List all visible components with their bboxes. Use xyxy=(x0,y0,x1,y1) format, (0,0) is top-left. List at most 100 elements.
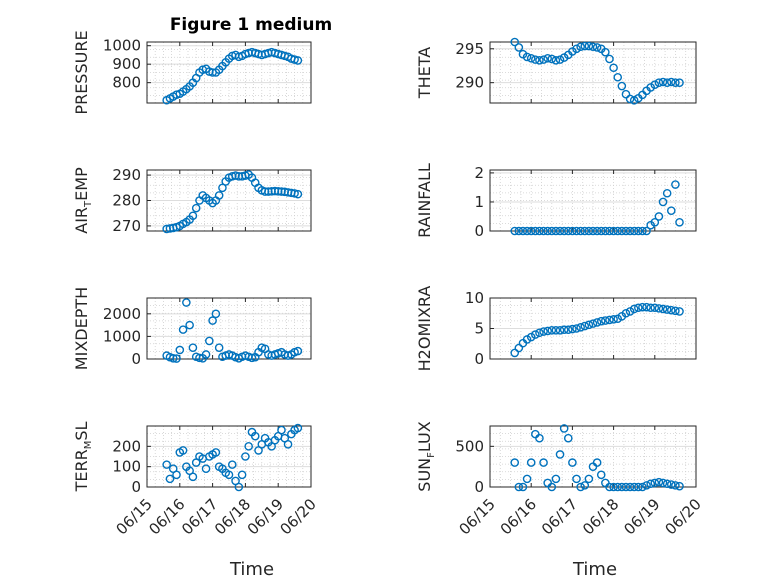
data-point xyxy=(172,354,181,363)
y-axis-label: H2OMIXRA xyxy=(415,286,434,372)
x-tick-label: 06/15 xyxy=(113,495,156,538)
data-point xyxy=(642,481,651,490)
data-point xyxy=(601,316,610,325)
data-point xyxy=(195,353,204,363)
subplot-theta: 290 295 THETA xyxy=(415,37,697,105)
axes-box xyxy=(489,41,697,104)
data-point xyxy=(510,37,520,47)
data-point xyxy=(555,326,565,335)
data-point xyxy=(168,354,178,363)
data-point xyxy=(547,326,557,335)
data-point xyxy=(178,325,188,334)
data-point xyxy=(605,54,614,64)
data-point xyxy=(526,53,536,63)
data-point xyxy=(531,330,540,339)
x-tick-label: 06/16 xyxy=(497,495,540,538)
data-point xyxy=(596,226,606,236)
data-point xyxy=(609,63,618,73)
data-point xyxy=(555,55,565,64)
y-axis-label: THETA xyxy=(415,47,434,99)
data-point xyxy=(584,474,594,484)
data-point xyxy=(185,320,194,330)
data-point xyxy=(675,217,684,227)
data-point xyxy=(671,306,680,316)
axes-box xyxy=(489,425,697,488)
data-point xyxy=(539,55,548,64)
y-tick-label: 5 xyxy=(474,320,484,338)
data-point xyxy=(539,226,548,236)
data-point xyxy=(568,324,577,334)
subplot-h2omixra: 0 5 10 H2OMIXRA xyxy=(415,286,697,372)
x-axis-label-left: Time xyxy=(229,559,274,580)
data-point xyxy=(237,470,247,480)
data-point xyxy=(629,226,639,236)
y-axis-label: AIRTEMP xyxy=(72,167,94,234)
data-point xyxy=(588,319,598,328)
data-point xyxy=(551,56,561,65)
data-point xyxy=(277,425,286,435)
y-axis-label: RAINFALL xyxy=(415,163,434,238)
axes-box xyxy=(146,41,312,104)
data-point xyxy=(617,482,627,492)
data-point xyxy=(551,226,561,236)
data-point xyxy=(563,433,573,443)
data-point xyxy=(293,423,303,433)
data-point xyxy=(522,226,532,236)
y-tick-label: 500 xyxy=(455,437,484,455)
y-tick-label: 2000 xyxy=(103,305,141,323)
data-point xyxy=(234,482,244,492)
data-point xyxy=(543,326,552,336)
data-point xyxy=(596,470,606,480)
data-point xyxy=(629,482,639,492)
data-point xyxy=(580,321,590,331)
y-tick-label: 800 xyxy=(112,74,141,92)
data-point xyxy=(588,226,598,236)
data-point xyxy=(547,482,557,492)
y-axis-label: TERRMSL xyxy=(72,422,94,493)
data-point xyxy=(646,479,655,489)
data-point xyxy=(162,460,171,469)
data-point xyxy=(182,298,191,307)
data-point xyxy=(572,44,581,54)
data-point xyxy=(188,472,198,482)
data-point xyxy=(646,303,655,313)
data-point xyxy=(650,478,660,488)
data-point xyxy=(526,226,536,236)
data-point xyxy=(211,309,221,319)
data-point xyxy=(572,226,581,236)
data-point xyxy=(675,307,684,316)
data-point xyxy=(201,464,211,474)
data-point xyxy=(675,481,684,491)
data-point xyxy=(555,450,565,459)
data-point xyxy=(605,315,614,325)
data-point xyxy=(539,458,548,467)
data-point xyxy=(642,302,651,312)
data-point xyxy=(214,343,224,353)
data-point xyxy=(510,226,520,236)
x-tick-label: 06/17 xyxy=(178,495,221,538)
y-tick-label: 900 xyxy=(112,55,141,73)
data-point xyxy=(592,458,602,467)
data-point xyxy=(539,327,548,336)
data-point xyxy=(559,325,569,335)
data-point xyxy=(642,226,651,236)
subplot-air-temp: 270 280 290 AIRTEMP xyxy=(72,166,312,235)
y-tick-label: 270 xyxy=(112,217,141,235)
data-point xyxy=(214,191,224,200)
data-point xyxy=(658,304,668,314)
data-point xyxy=(293,189,303,199)
data-point xyxy=(629,304,639,314)
axes-box xyxy=(146,425,312,488)
data-point xyxy=(621,482,631,492)
x-tick-label: 06/15 xyxy=(456,495,499,538)
data-point xyxy=(638,302,647,312)
data-point xyxy=(654,78,664,87)
data-point xyxy=(596,316,606,326)
data-point xyxy=(522,474,532,484)
y-tick-label: 0 xyxy=(474,222,484,240)
y-tick-label: 280 xyxy=(112,192,141,210)
